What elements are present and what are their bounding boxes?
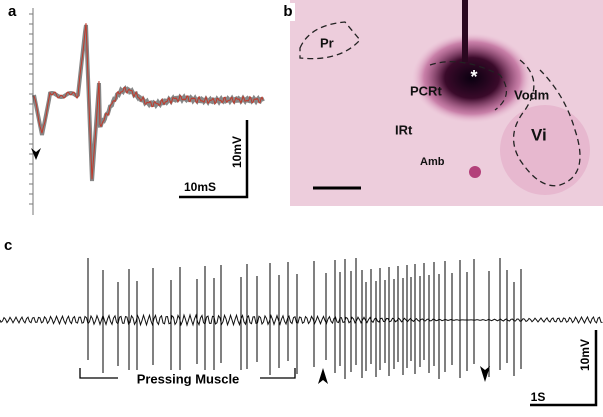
arrowhead bbox=[480, 366, 490, 382]
region-label: Vodm bbox=[514, 87, 549, 102]
scale-label: 1S bbox=[531, 390, 546, 404]
panel-label: a bbox=[8, 3, 17, 20]
scale-bar bbox=[179, 120, 249, 199]
region-label: IRt bbox=[395, 122, 413, 137]
scale-label: 10mS bbox=[184, 180, 216, 194]
scale-label: 10mV bbox=[578, 339, 592, 371]
scale-bar bbox=[530, 330, 598, 407]
panel-label: c bbox=[4, 237, 12, 254]
trace bbox=[33, 23, 264, 180]
baseline-noise bbox=[0, 313, 603, 327]
arrowhead bbox=[318, 368, 328, 384]
region-label: Vi bbox=[531, 125, 547, 144]
spike-train bbox=[0, 258, 603, 379]
arrowhead bbox=[31, 148, 41, 160]
marker: * bbox=[470, 67, 477, 87]
region-label: PCRt bbox=[410, 83, 442, 98]
histology-image bbox=[281, 0, 603, 206]
bracket-label: Pressing Muscle bbox=[137, 371, 240, 386]
scale-label: 10mV bbox=[230, 136, 244, 168]
region-label: Pr bbox=[320, 35, 334, 50]
panel-label: b bbox=[283, 3, 292, 20]
recording-axis bbox=[29, 8, 34, 215]
region-label: Amb bbox=[420, 156, 445, 168]
